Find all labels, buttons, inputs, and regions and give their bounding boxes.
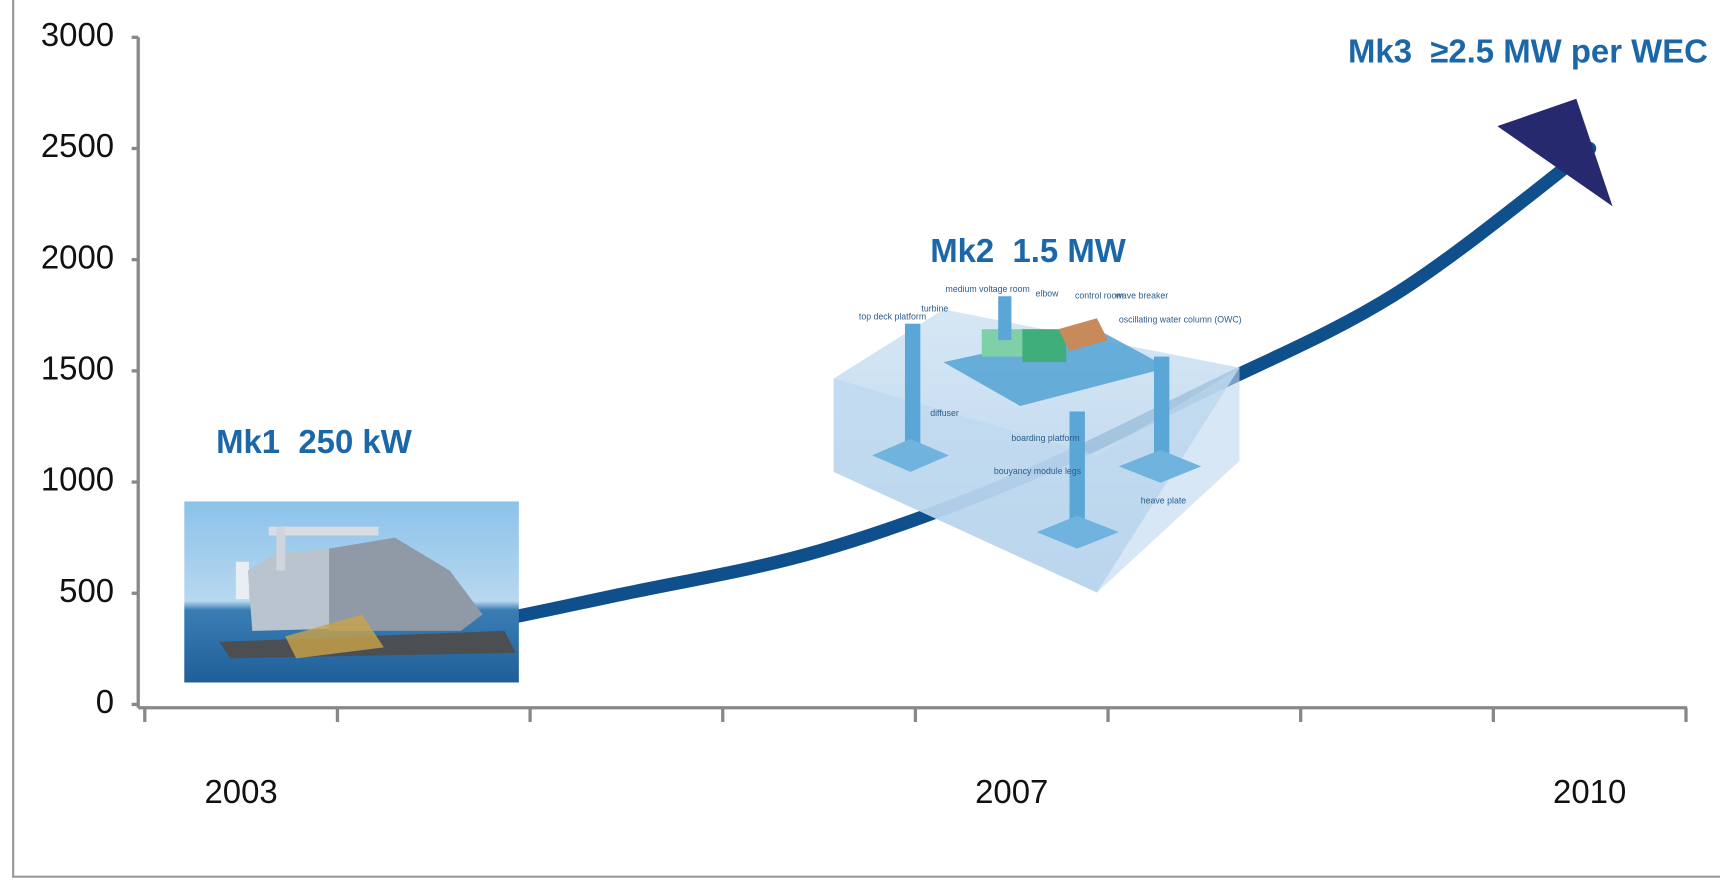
diagram-label: boarding platform (1011, 433, 1079, 443)
annotation: Mk1 250 kW (216, 423, 413, 460)
mk1-photo (184, 501, 519, 683)
y-tick-label: 500 (59, 572, 114, 609)
diagram-label: diffuser (930, 408, 959, 418)
mk2-diagram (833, 296, 1240, 593)
diagram-label: control room (1075, 291, 1124, 301)
y-tick-label: 1000 (41, 461, 114, 498)
y-tick-label: 1500 (41, 350, 114, 387)
y-tick-label: 2000 (41, 238, 114, 275)
y-tick-label: 0 (96, 683, 114, 720)
annotation: Mk3 ≥2.5 MW per WEC (1348, 32, 1708, 69)
diagram-label: medium voltage room (946, 284, 1030, 294)
diagram-label: top deck platform (859, 311, 926, 321)
annotation: Mk2 1.5 MW (930, 232, 1127, 269)
diagram-label: wave breaker (1115, 291, 1169, 301)
y-tick-label: 3000 (41, 16, 114, 53)
x-tick-label: 2003 (205, 773, 278, 810)
diagram-label: heave plate (1141, 496, 1186, 506)
arrowhead (1497, 98, 1613, 207)
diagram-label: oscillating water column (OWC) (1119, 315, 1242, 325)
diagram-label: elbow (1036, 288, 1060, 298)
x-tick-label: 2010 (1553, 773, 1626, 810)
diagram-label: turbine (921, 304, 948, 314)
diagram-label: bouyancy module legs (994, 466, 1082, 476)
x-tick-label: 2007 (975, 773, 1048, 810)
y-tick-label: 2500 (41, 127, 114, 164)
